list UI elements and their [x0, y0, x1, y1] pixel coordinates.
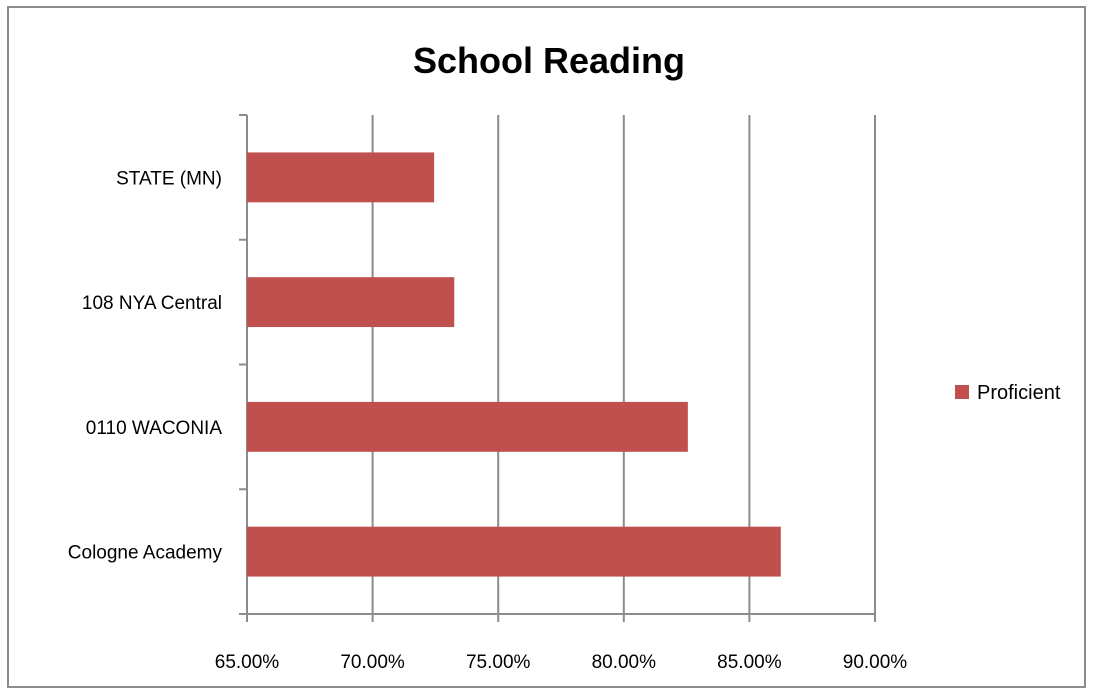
- x-tick-label: 65.00%: [215, 652, 280, 673]
- legend-swatch: [955, 385, 969, 399]
- x-tick-label: 75.00%: [466, 652, 531, 673]
- bar: [247, 277, 455, 328]
- chart-title: School Reading: [413, 40, 685, 81]
- x-tick-label: 70.00%: [340, 652, 405, 673]
- legend: Proficient: [955, 382, 1061, 404]
- x-tick-label: 90.00%: [843, 652, 908, 673]
- category-label: STATE (MN): [116, 168, 222, 189]
- legend-label: Proficient: [977, 382, 1061, 404]
- category-label: 108 NYA Central: [82, 293, 222, 314]
- x-tick-label: 80.00%: [592, 652, 657, 673]
- bar: [247, 152, 435, 203]
- x-tick-label: 85.00%: [717, 652, 782, 673]
- category-labels: Cologne Academy 0110 WACONIA 108 NYA Centr…: [68, 168, 223, 563]
- bars: [247, 152, 781, 577]
- category-label: 0110 WACONIA: [86, 418, 223, 439]
- bar: [247, 526, 781, 577]
- bar: [247, 401, 688, 452]
- category-label: Cologne Academy: [68, 543, 223, 564]
- x-tick-labels: 65.00% 70.00% 75.00% 80.00% 85.00% 90.00%: [215, 652, 908, 673]
